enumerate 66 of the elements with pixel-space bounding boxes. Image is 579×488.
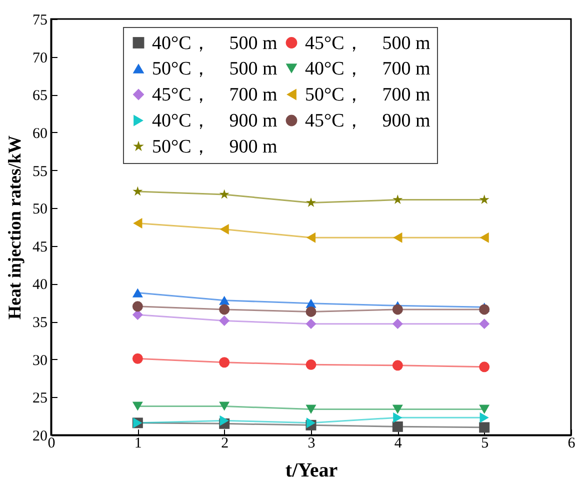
point	[219, 402, 230, 411]
point	[479, 194, 490, 204]
point	[306, 198, 316, 208]
legend-label: 50°C， 700 m	[305, 84, 431, 106]
y-tick-label: 60	[32, 126, 48, 142]
point	[480, 412, 489, 423]
legend-label: 40°C， 900 m	[152, 110, 278, 132]
y-tick-label: 45	[32, 239, 48, 256]
point	[479, 304, 490, 315]
x-tick-label: 6	[568, 436, 576, 452]
point	[133, 218, 142, 228]
point	[479, 362, 490, 372]
x-tick-label: 4	[394, 436, 402, 452]
x-tick-label: 0	[48, 436, 56, 452]
point	[392, 304, 403, 315]
point	[392, 318, 403, 330]
point	[392, 421, 403, 432]
point	[479, 318, 490, 330]
point	[306, 318, 316, 330]
point	[132, 186, 143, 196]
y-tick-label: 35	[32, 315, 48, 332]
point	[392, 404, 403, 414]
x-tick-label: 2	[221, 436, 229, 452]
point	[393, 232, 402, 243]
point	[306, 404, 316, 414]
y-tick-label: 55	[32, 164, 48, 180]
point	[219, 357, 230, 368]
y-tick-label: 25	[32, 390, 48, 407]
point	[306, 306, 316, 317]
point	[132, 402, 143, 411]
point	[479, 404, 490, 414]
point	[132, 353, 143, 364]
point	[219, 304, 230, 315]
y-axis-title: Heat injection rates/kW	[4, 136, 24, 320]
point	[306, 232, 316, 243]
legend-label: 40°C， 700 m	[305, 58, 431, 80]
y-tick-label: 65	[32, 88, 48, 104]
point	[220, 415, 229, 426]
y-tick-label: 30	[32, 352, 48, 369]
legend-label: 45°C， 700 m	[152, 84, 278, 106]
point	[392, 360, 403, 371]
legend-label: 50°C， 900 m	[152, 136, 278, 158]
legend-label: 45°C， 900 m	[305, 110, 431, 132]
y-tick-label: 40	[32, 277, 48, 294]
point	[479, 422, 490, 433]
x-tick-label: 1	[134, 436, 142, 452]
y-tick-label: 70	[32, 50, 48, 66]
y-tick-label: 20	[32, 428, 48, 444]
x-tick-label: 5	[481, 436, 489, 452]
y-tick-label: 75	[32, 12, 48, 28]
point	[132, 301, 143, 312]
x-tick-label: 3	[308, 436, 316, 452]
point	[220, 224, 229, 235]
legend-label: 45°C， 500 m	[305, 32, 431, 54]
point	[219, 296, 230, 305]
point	[219, 316, 230, 326]
y-tick-label: 50	[32, 202, 48, 218]
point	[132, 288, 143, 298]
point	[480, 232, 489, 243]
legend-label: 40°C， 500 m	[152, 32, 278, 54]
point	[219, 189, 230, 199]
legend-label: 50°C， 500 m	[152, 58, 278, 80]
point	[306, 359, 316, 370]
point	[392, 194, 403, 204]
point	[393, 412, 402, 423]
x-axis-title: t/Year	[285, 460, 338, 482]
